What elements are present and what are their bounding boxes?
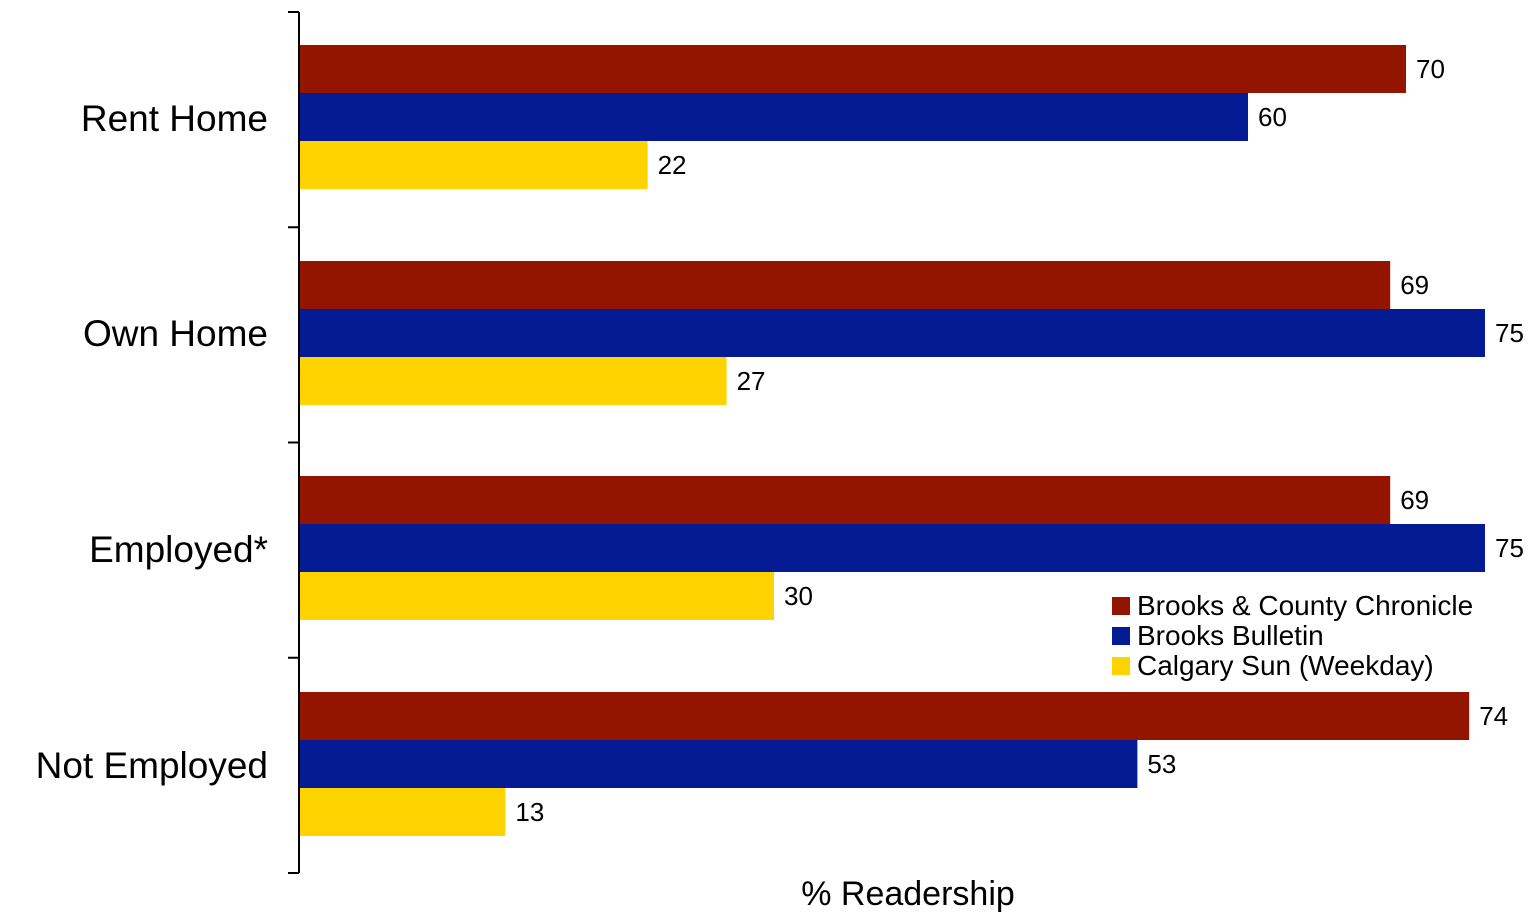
data-label: 27 [737,366,766,396]
data-label: 60 [1258,102,1287,132]
bar [300,45,1406,93]
bar [300,476,1391,524]
bar [300,572,774,620]
legend-label: Brooks & County Chronicle [1137,590,1473,621]
category-label: Employed* [89,529,268,570]
data-label: 30 [784,581,813,611]
category-axis [288,11,300,874]
category-label: Own Home [83,313,268,354]
bar [300,141,648,189]
data-label: 69 [1400,270,1429,300]
bar [300,261,1391,309]
bar [300,357,727,405]
data-label: 69 [1400,485,1429,515]
legend-label: Brooks Bulletin [1137,620,1324,651]
x-axis-title: % Readership [801,875,1015,913]
data-label: 70 [1416,54,1445,84]
data-label: 75 [1495,318,1524,348]
data-label: 13 [515,797,544,827]
bar [300,740,1138,788]
legend-swatch [1112,627,1130,645]
bar [300,309,1485,357]
category-label: Not Employed [36,745,268,786]
data-label: 75 [1495,533,1524,563]
legend-label: Calgary Sun (Weekday) [1137,650,1434,681]
bar [300,524,1485,572]
data-label: 74 [1479,701,1508,731]
bar [300,93,1248,141]
labels: Rent Home 70 60 22 Own Home 69 75 27 Employed* 69… [36,54,1524,827]
bars [300,45,1485,836]
data-label: 53 [1147,749,1176,779]
data-label: 22 [658,150,687,180]
bar [300,692,1470,740]
legend-swatch [1112,657,1130,675]
category-label: Rent Home [81,98,268,139]
legend-swatch [1112,597,1130,615]
bar [300,788,506,836]
